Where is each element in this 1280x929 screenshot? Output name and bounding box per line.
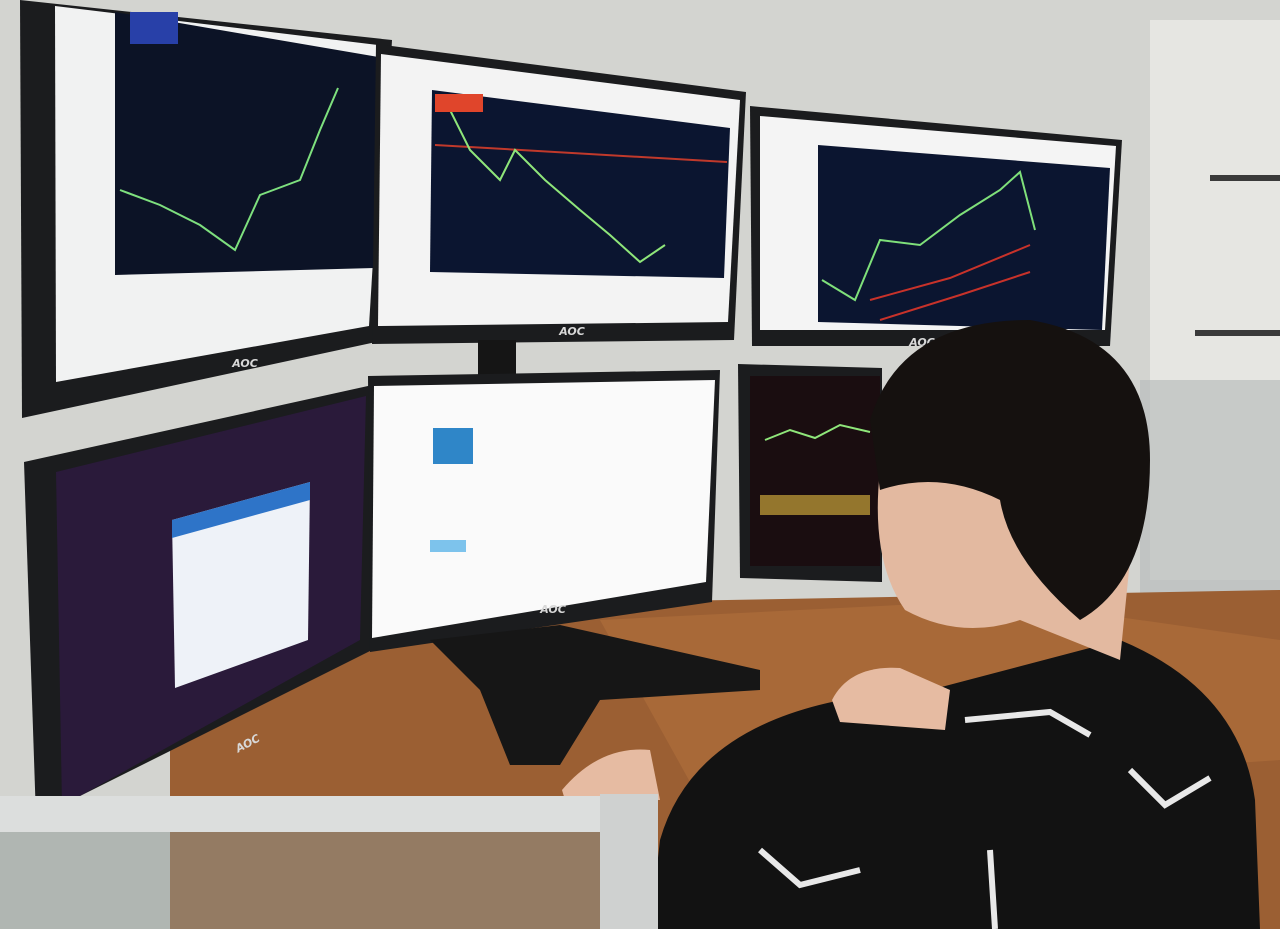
person-hair (870, 320, 1150, 620)
glass-partition (1140, 380, 1280, 630)
partition-post (600, 794, 658, 929)
sweater-pattern (758, 708, 1212, 929)
level-line (434, 144, 728, 163)
monitor-screen (750, 376, 880, 566)
partition-glass (0, 832, 600, 929)
person-hand (562, 749, 660, 800)
average-line (869, 244, 1031, 301)
price-badge (130, 12, 178, 44)
site-button (430, 540, 466, 552)
volume-bars (760, 495, 870, 515)
chart-window (818, 145, 1110, 330)
popup-header (172, 482, 310, 538)
person-hand (832, 667, 950, 730)
cabinet-slot (1195, 330, 1280, 336)
price-line (821, 170, 1036, 302)
chart-window (430, 90, 730, 278)
chart-window (115, 12, 384, 275)
price-line (764, 423, 871, 441)
average-line (879, 271, 1031, 321)
site-logo (433, 428, 473, 464)
popup-window (172, 482, 310, 688)
monitor-brand: AOC (558, 325, 585, 338)
monitor-brand: AOC (231, 357, 258, 370)
price-line (449, 109, 666, 264)
partition-rail (0, 796, 655, 832)
monitor-stand (430, 625, 760, 765)
monitor-brand: AOC (539, 603, 566, 616)
price-line (119, 87, 339, 252)
monitor-stand (478, 340, 516, 380)
price-badge (435, 94, 483, 112)
cabinet-slot (1210, 175, 1280, 181)
person-body (650, 640, 1260, 929)
